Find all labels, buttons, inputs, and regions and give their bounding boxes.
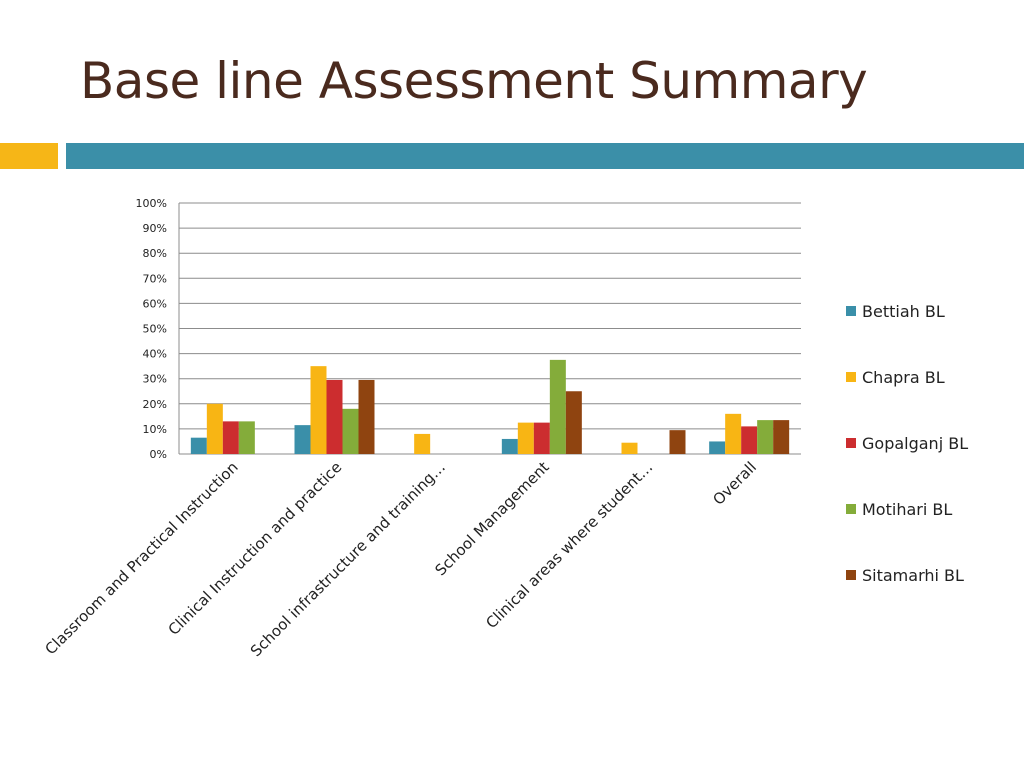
bar — [725, 413, 742, 454]
bar — [709, 441, 726, 454]
bar — [190, 437, 207, 454]
bar — [326, 379, 343, 454]
y-tick-label: 20% — [143, 398, 167, 411]
bar — [669, 430, 686, 454]
x-category-label: School infrastructure and training… — [247, 458, 449, 660]
legend-label: Motihari BL — [862, 500, 953, 519]
x-category-label: Clinical areas where student… — [482, 458, 656, 632]
legend-item: Sitamarhi BL — [846, 564, 972, 588]
legend-label: Sitamarhi BL — [862, 566, 964, 585]
y-tick-label: 90% — [143, 222, 167, 235]
bar — [206, 403, 223, 454]
x-category-label: School Management — [431, 458, 552, 579]
bar — [621, 442, 638, 454]
bar — [358, 379, 375, 454]
legend-swatch — [846, 372, 856, 382]
bar — [533, 422, 550, 454]
legend-swatch — [846, 438, 856, 448]
y-tick-label: 0% — [150, 448, 167, 461]
y-tick-label: 50% — [143, 323, 167, 336]
bar — [517, 422, 534, 454]
accent-bar-orange — [0, 143, 58, 169]
legend-item: Chapra BL — [846, 366, 972, 390]
bar — [741, 426, 758, 454]
legend-item: Bettiah BL — [846, 300, 972, 324]
legend-label: Gopalganj BL — [862, 434, 969, 453]
bar — [501, 438, 518, 454]
legend-item: Motihari BL — [846, 498, 972, 522]
bar — [342, 408, 359, 454]
x-category-label: Overall — [709, 458, 760, 509]
bar — [238, 421, 255, 454]
bar — [549, 359, 566, 454]
bar — [565, 391, 582, 454]
x-category-label: Clinical Instruction and practice — [165, 458, 346, 639]
y-tick-label: 30% — [143, 373, 167, 386]
bar — [310, 366, 327, 454]
accent-bar-teal — [66, 143, 1024, 169]
x-category-label: Classroom and Practical Instruction — [41, 458, 241, 658]
bar — [773, 420, 790, 454]
legend-label: Bettiah BL — [862, 302, 945, 321]
y-tick-label: 70% — [143, 272, 167, 285]
bar — [222, 421, 239, 454]
y-tick-label: 100% — [136, 197, 167, 210]
bar — [294, 425, 311, 454]
y-tick-label: 60% — [143, 297, 167, 310]
slide-title: Base line Assessment Summary — [80, 52, 868, 110]
legend-swatch — [846, 570, 856, 580]
legend-swatch — [846, 306, 856, 316]
bar — [414, 433, 431, 454]
y-tick-label: 80% — [143, 247, 167, 260]
bar — [757, 420, 774, 454]
legend-swatch — [846, 504, 856, 514]
y-tick-label: 10% — [143, 423, 167, 436]
legend-item: Gopalganj BL — [846, 432, 972, 456]
legend-label: Chapra BL — [862, 368, 945, 387]
y-tick-label: 40% — [143, 348, 167, 361]
